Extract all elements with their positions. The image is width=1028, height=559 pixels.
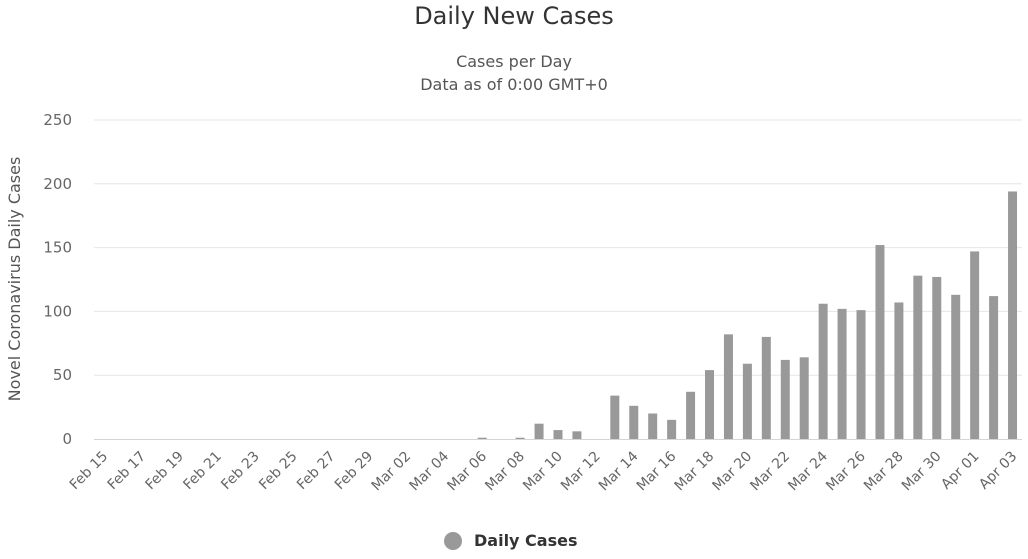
x-tick-label: Feb 21 — [180, 449, 225, 494]
x-tick-label: Mar 12 — [558, 449, 604, 495]
bar-mar-16[interactable] — [667, 419, 677, 439]
x-tick-label: Mar 06 — [444, 448, 490, 494]
x-tick-label: Mar 26 — [823, 448, 869, 494]
bar-mar-26[interactable] — [856, 310, 866, 439]
bar-mar-18[interactable] — [705, 370, 715, 439]
x-tick-label: Feb 23 — [218, 449, 263, 494]
x-tick-label: Feb 19 — [142, 449, 187, 494]
grid-lines — [94, 119, 1022, 376]
x-tick-label: Mar 28 — [861, 449, 907, 495]
bar-mar-30[interactable] — [932, 276, 942, 439]
x-tick-label: Mar 24 — [785, 448, 831, 494]
x-tick-label: Mar 04 — [406, 448, 452, 494]
bar-mar-21[interactable] — [761, 336, 771, 439]
bar-mar-06[interactable] — [477, 437, 487, 439]
bar-mar-17[interactable] — [686, 391, 696, 439]
x-tick-label: Feb 15 — [67, 449, 112, 494]
y-tick-label: 100 — [43, 302, 72, 320]
x-tick-label: Mar 30 — [899, 449, 945, 495]
bar-mar-11[interactable] — [572, 431, 582, 439]
x-tick-label: Mar 22 — [747, 449, 793, 495]
y-tick-label: 250 — [43, 111, 72, 129]
bar-mar-15[interactable] — [648, 413, 658, 439]
bar-mar-20[interactable] — [742, 363, 752, 439]
bar-series-daily-cases — [477, 191, 1018, 439]
x-tick-label: Mar 16 — [634, 448, 680, 494]
bar-apr-02[interactable] — [989, 296, 999, 439]
y-axis-label: Novel Coronavirus Daily Cases — [5, 157, 24, 402]
legend-marker — [444, 531, 462, 550]
bar-mar-23[interactable] — [799, 357, 809, 439]
x-tick-label: Apr 03 — [976, 449, 1020, 493]
x-tick-label: Mar 10 — [520, 449, 566, 495]
bar-mar-29[interactable] — [913, 275, 923, 439]
daily-cases-chart: 0 50 100 150 200 250 Novel Coronavirus Daily … — [5, 111, 1022, 494]
bar-mar-25[interactable] — [837, 308, 847, 439]
chart-subtitle-line-1: Cases per Day — [456, 52, 572, 71]
bar-mar-19[interactable] — [723, 334, 733, 439]
bar-mar-27[interactable] — [875, 245, 885, 439]
bar-apr-01[interactable] — [970, 251, 980, 439]
x-tick-label: Feb 17 — [105, 449, 150, 494]
y-axis-ticks: 0 50 100 150 200 250 — [43, 111, 72, 448]
x-tick-label: Mar 14 — [596, 448, 642, 494]
y-tick-label: 150 — [43, 239, 72, 257]
x-tick-label: Mar 02 — [369, 449, 415, 495]
y-tick-label: 50 — [53, 366, 72, 384]
x-tick-label: Mar 18 — [672, 449, 718, 495]
bar-mar-13[interactable] — [610, 395, 620, 439]
bar-mar-31[interactable] — [951, 294, 961, 439]
bar-mar-28[interactable] — [894, 302, 904, 439]
bar-apr-03[interactable] — [1008, 191, 1018, 439]
y-tick-label: 0 — [62, 430, 72, 448]
x-tick-label: Feb 29 — [332, 449, 377, 494]
chart-subtitle-line-2: Data as of 0:00 GMT+0 — [420, 75, 608, 94]
bar-mar-10[interactable] — [553, 430, 563, 439]
y-tick-label: 200 — [43, 175, 72, 193]
x-tick-label: Mar 20 — [709, 449, 755, 495]
legend-item-daily-cases[interactable]: Daily Cases — [444, 531, 577, 550]
bar-mar-08[interactable] — [515, 437, 525, 439]
x-tick-label: Feb 25 — [256, 449, 301, 494]
chart-title: Daily New Cases — [414, 2, 614, 30]
x-tick-label: Mar 08 — [482, 449, 528, 495]
bar-mar-14[interactable] — [629, 405, 639, 439]
bar-mar-09[interactable] — [534, 423, 544, 439]
bar-mar-22[interactable] — [780, 359, 790, 439]
bar-mar-24[interactable] — [818, 303, 828, 439]
x-tick-label: Apr 01 — [938, 449, 982, 493]
legend-label: Daily Cases — [474, 531, 578, 550]
x-tick-label: Feb 27 — [294, 449, 339, 494]
